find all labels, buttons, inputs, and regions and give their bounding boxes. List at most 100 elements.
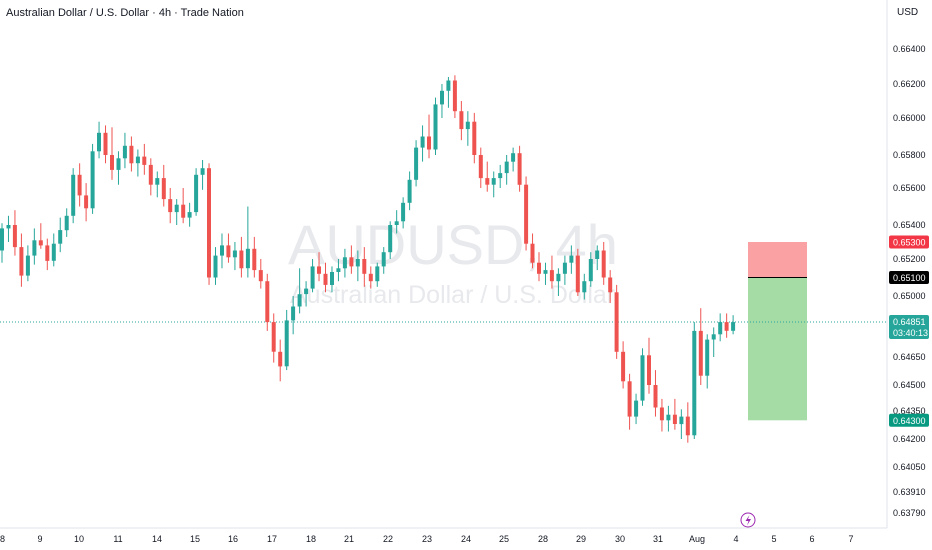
candle	[142, 143, 147, 175]
lightning-icon[interactable]	[740, 512, 756, 528]
position-tool[interactable]	[748, 242, 807, 421]
candle	[317, 252, 321, 282]
time-tick-label: 30	[615, 534, 625, 544]
candle-body	[103, 132, 108, 155]
candle-body	[375, 266, 380, 282]
time-tick-label: 17	[267, 534, 277, 544]
candle-body	[543, 270, 548, 274]
candle-body	[446, 80, 451, 91]
candle	[187, 202, 192, 227]
candle	[135, 149, 140, 177]
target-price-badge-text: 0.64300	[893, 416, 926, 426]
candle	[705, 334, 710, 389]
candle-body	[58, 230, 63, 244]
candle-body	[659, 407, 664, 421]
candle-body	[401, 202, 406, 222]
candle-body	[336, 268, 341, 272]
time-axis[interactable]: 8 9 10 11 14 15 16 17 18 21 22 23 24 25 28 29 30 31 Aug 4 5 6…	[0, 534, 854, 544]
candle	[19, 233, 24, 287]
entry-price-badge-background	[889, 271, 929, 284]
candle	[394, 210, 399, 234]
time-tick-label: 18	[306, 534, 316, 544]
candle	[375, 262, 380, 287]
candle	[627, 373, 632, 430]
candle-body	[575, 255, 580, 293]
price-tick-label: 0.65400	[893, 220, 926, 230]
candle-body	[414, 147, 419, 180]
candle	[368, 266, 373, 289]
stop-price-badge: 0.65300	[889, 235, 929, 249]
candle	[582, 273, 587, 300]
candle-body	[595, 250, 600, 259]
candle-body	[491, 178, 496, 185]
price-tick-label: 0.64050	[893, 462, 926, 472]
time-tick-label: 14	[152, 534, 162, 544]
candle-body	[504, 161, 509, 174]
candle-body	[705, 339, 710, 376]
candle	[724, 313, 729, 338]
candle-body	[97, 132, 101, 152]
candle-body	[718, 322, 723, 335]
candle-body	[511, 153, 516, 162]
candle	[174, 199, 179, 225]
time-tick-label: 16	[228, 534, 238, 544]
candle-body	[187, 212, 192, 218]
candle-body	[12, 225, 17, 248]
candle	[601, 242, 606, 285]
candle	[485, 161, 490, 192]
candle-body	[213, 255, 218, 278]
candle	[129, 136, 134, 172]
candle	[51, 233, 56, 267]
candle-body	[549, 270, 554, 282]
candle	[342, 248, 347, 278]
candle-body	[168, 199, 173, 213]
price-axis[interactable]: 0.66400 0.66200 0.66000 0.65800 0.65600 0.654…	[893, 44, 926, 518]
time-tick-label: Aug	[689, 534, 705, 544]
candle	[200, 160, 205, 190]
candle	[459, 101, 464, 141]
time-tick-label: 15	[190, 534, 200, 544]
candle-body	[388, 225, 393, 253]
candle	[194, 168, 199, 216]
take-profit-zone[interactable]	[748, 277, 807, 421]
price-tick-label: 0.65600	[893, 183, 926, 193]
candle	[6, 215, 11, 242]
candle-body	[271, 322, 276, 352]
candle	[381, 247, 386, 274]
watermark: AUDUSD, 4h Australian Dollar / U.S. Doll…	[288, 213, 618, 309]
candle	[168, 188, 173, 224]
candle	[97, 121, 101, 159]
candle-body	[685, 416, 690, 436]
candle	[155, 171, 160, 198]
candle	[685, 402, 690, 443]
candle-body	[420, 136, 425, 148]
candle	[84, 183, 89, 222]
candle	[692, 322, 697, 439]
candle-body	[698, 330, 703, 376]
candle-body	[478, 155, 483, 179]
candle-body	[588, 259, 593, 282]
candle	[213, 247, 218, 285]
price-tick-label: 0.64500	[893, 380, 926, 390]
candle-body	[608, 277, 613, 293]
candle	[672, 398, 677, 430]
candle-body	[394, 221, 399, 225]
currency-label[interactable]: USD	[897, 7, 919, 18]
stop-loss-zone[interactable]	[748, 242, 807, 278]
candle	[252, 236, 257, 278]
candle-body	[724, 322, 729, 331]
candle-body	[530, 243, 535, 263]
candle-body	[692, 330, 697, 436]
candle	[388, 221, 393, 259]
candle-body	[524, 184, 529, 244]
candle-body	[362, 259, 367, 274]
watermark-description: Australian Dollar / U.S. Dollar	[290, 281, 615, 309]
candle	[103, 125, 108, 164]
candle-body	[614, 292, 619, 352]
candle-body	[731, 322, 736, 331]
candle-body	[38, 240, 43, 246]
candle	[698, 308, 703, 385]
candle	[90, 143, 95, 214]
candle	[498, 164, 503, 188]
